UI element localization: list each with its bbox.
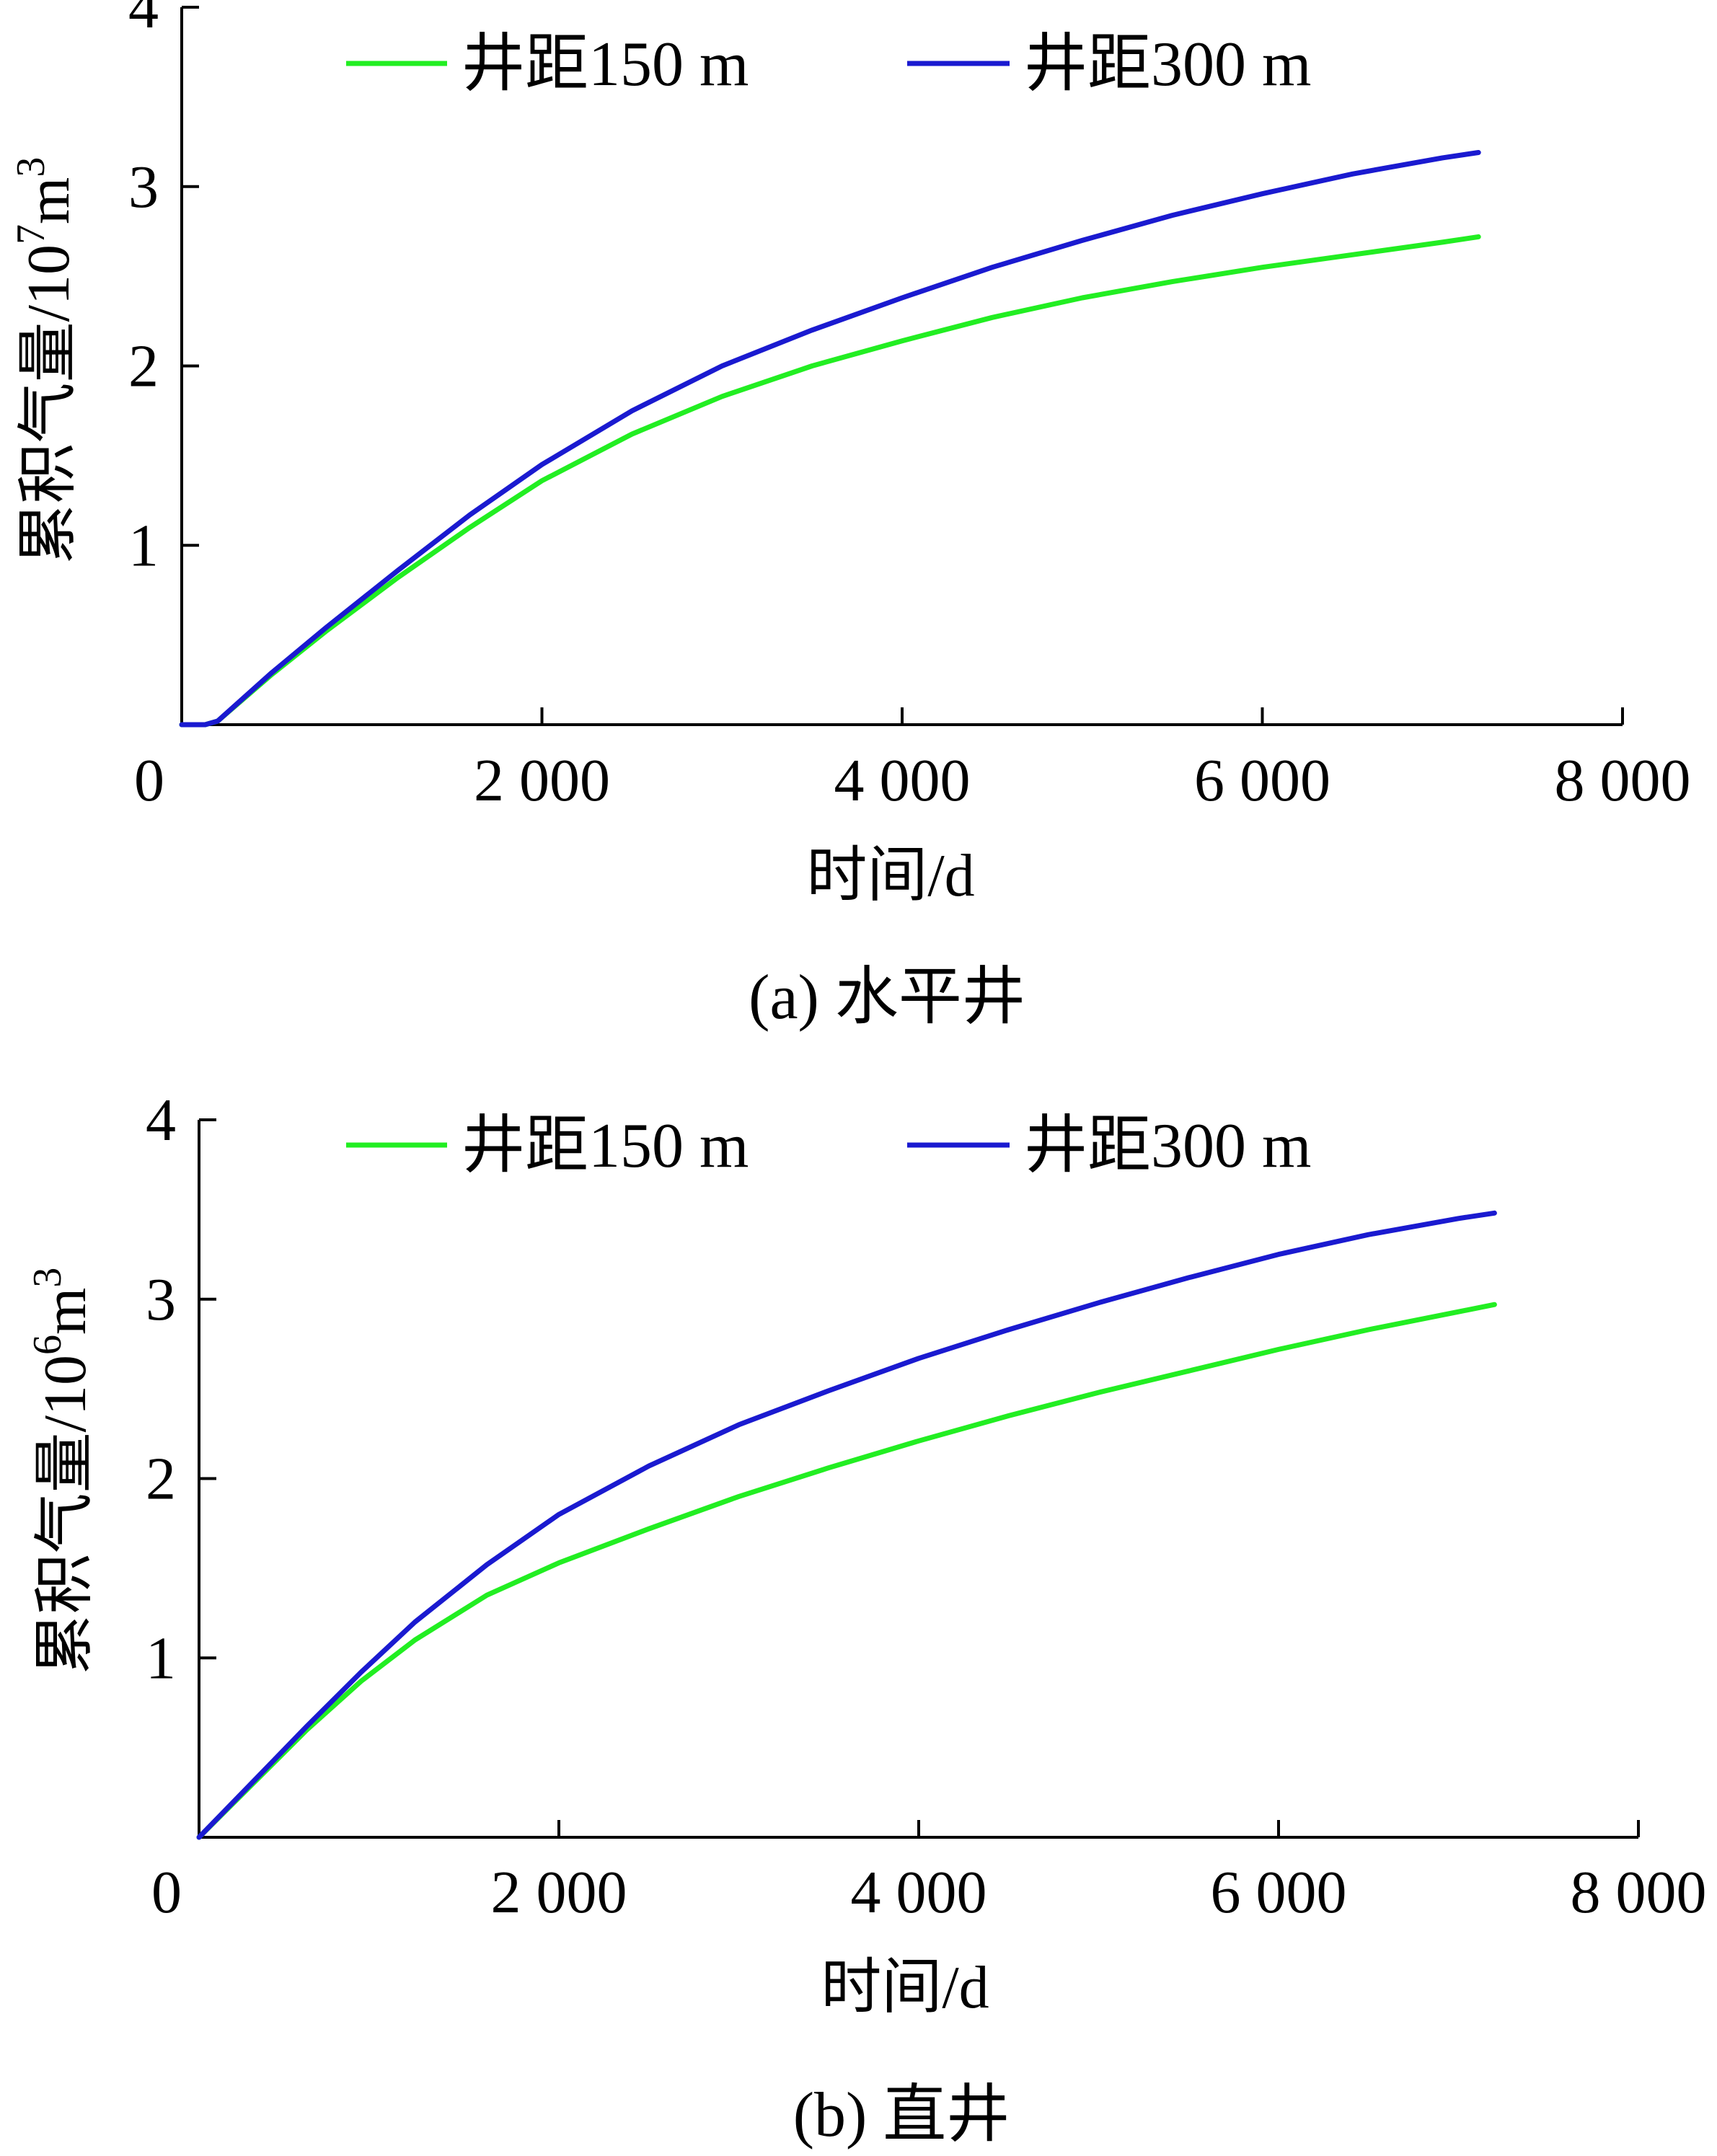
panel-caption: (b) 直井 <box>793 2080 1010 2150</box>
y-axis-label-unit: m <box>32 1288 99 1335</box>
series-line-2 <box>179 150 1481 728</box>
legend-label: 井距150 m <box>462 1111 749 1181</box>
y-axis-label-exponent: 6 <box>25 1335 70 1355</box>
x-tick-label: 4 000 <box>834 747 971 814</box>
x-tick-label: 6 000 <box>1211 1859 1347 1926</box>
svg-text:累积气量/106m3: 累积气量/106m3 <box>25 1268 99 1675</box>
legend: 井距150 m 井距300 m <box>346 30 1311 100</box>
legend: 井距150 m 井距300 m <box>346 1111 1311 1181</box>
x-tick-label: 8 000 <box>1555 747 1691 814</box>
y-axis-label-exponent: 7 <box>9 224 53 244</box>
svg-text:累积气量/107m3: 累积气量/107m3 <box>9 157 82 565</box>
y-axis-label-main: 累积气量/10 <box>32 1355 99 1674</box>
x-axis-label: 时间/d <box>821 1954 989 2021</box>
x-tick-label: 2 000 <box>474 747 610 814</box>
panel-a-horizontal-well: 累积气量/107m3 时间/d (a) 水平井 1 2 3 4 0 2 000 4 000 6… <box>9 0 1691 1033</box>
y-tick-label: 4 <box>128 0 159 41</box>
legend-label: 井距150 m <box>462 30 749 100</box>
x-tick-label: 4 000 <box>851 1859 987 1926</box>
series-line-1 <box>179 234 1481 728</box>
y-axis-label-unit-exponent: 3 <box>25 1268 70 1288</box>
y-tick-label: 1 <box>146 1625 176 1692</box>
series-line-1 <box>196 1302 1497 1840</box>
x-tick-label: 6 000 <box>1194 747 1330 814</box>
series-line-2 <box>196 1210 1497 1840</box>
y-axis-label: 累积气量/106m3 <box>25 1268 99 1675</box>
y-axis-label-unit-exponent: 3 <box>9 157 53 177</box>
y-tick-label: 3 <box>146 1266 176 1333</box>
panel-b-vertical-well: 累积气量/106m3 时间/d (b) 直井 1 2 3 4 0 2 000 4 000 6 … <box>25 1087 1707 2150</box>
y-tick-label: 4 <box>146 1087 176 1154</box>
y-tick-label: 2 <box>128 333 159 400</box>
panel-caption: (a) 水平井 <box>749 963 1025 1033</box>
x-axis-label: 时间/d <box>806 842 974 909</box>
y-tick-label: 1 <box>128 512 159 579</box>
y-axis-label: 累积气量/107m3 <box>9 157 82 565</box>
y-axis-label-unit: m <box>15 177 82 224</box>
y-tick-label: 3 <box>128 154 159 221</box>
legend-label: 井距300 m <box>1024 30 1311 100</box>
y-axis-label-main: 累积气量/10 <box>15 244 82 564</box>
x-tick-label: 2 000 <box>491 1859 627 1926</box>
legend-label: 井距300 m <box>1024 1111 1311 1181</box>
x-tick-label: 0 <box>151 1859 182 1926</box>
y-tick-label: 2 <box>146 1446 176 1513</box>
x-tick-label: 8 000 <box>1571 1859 1707 1926</box>
x-tick-label: 0 <box>134 747 164 814</box>
